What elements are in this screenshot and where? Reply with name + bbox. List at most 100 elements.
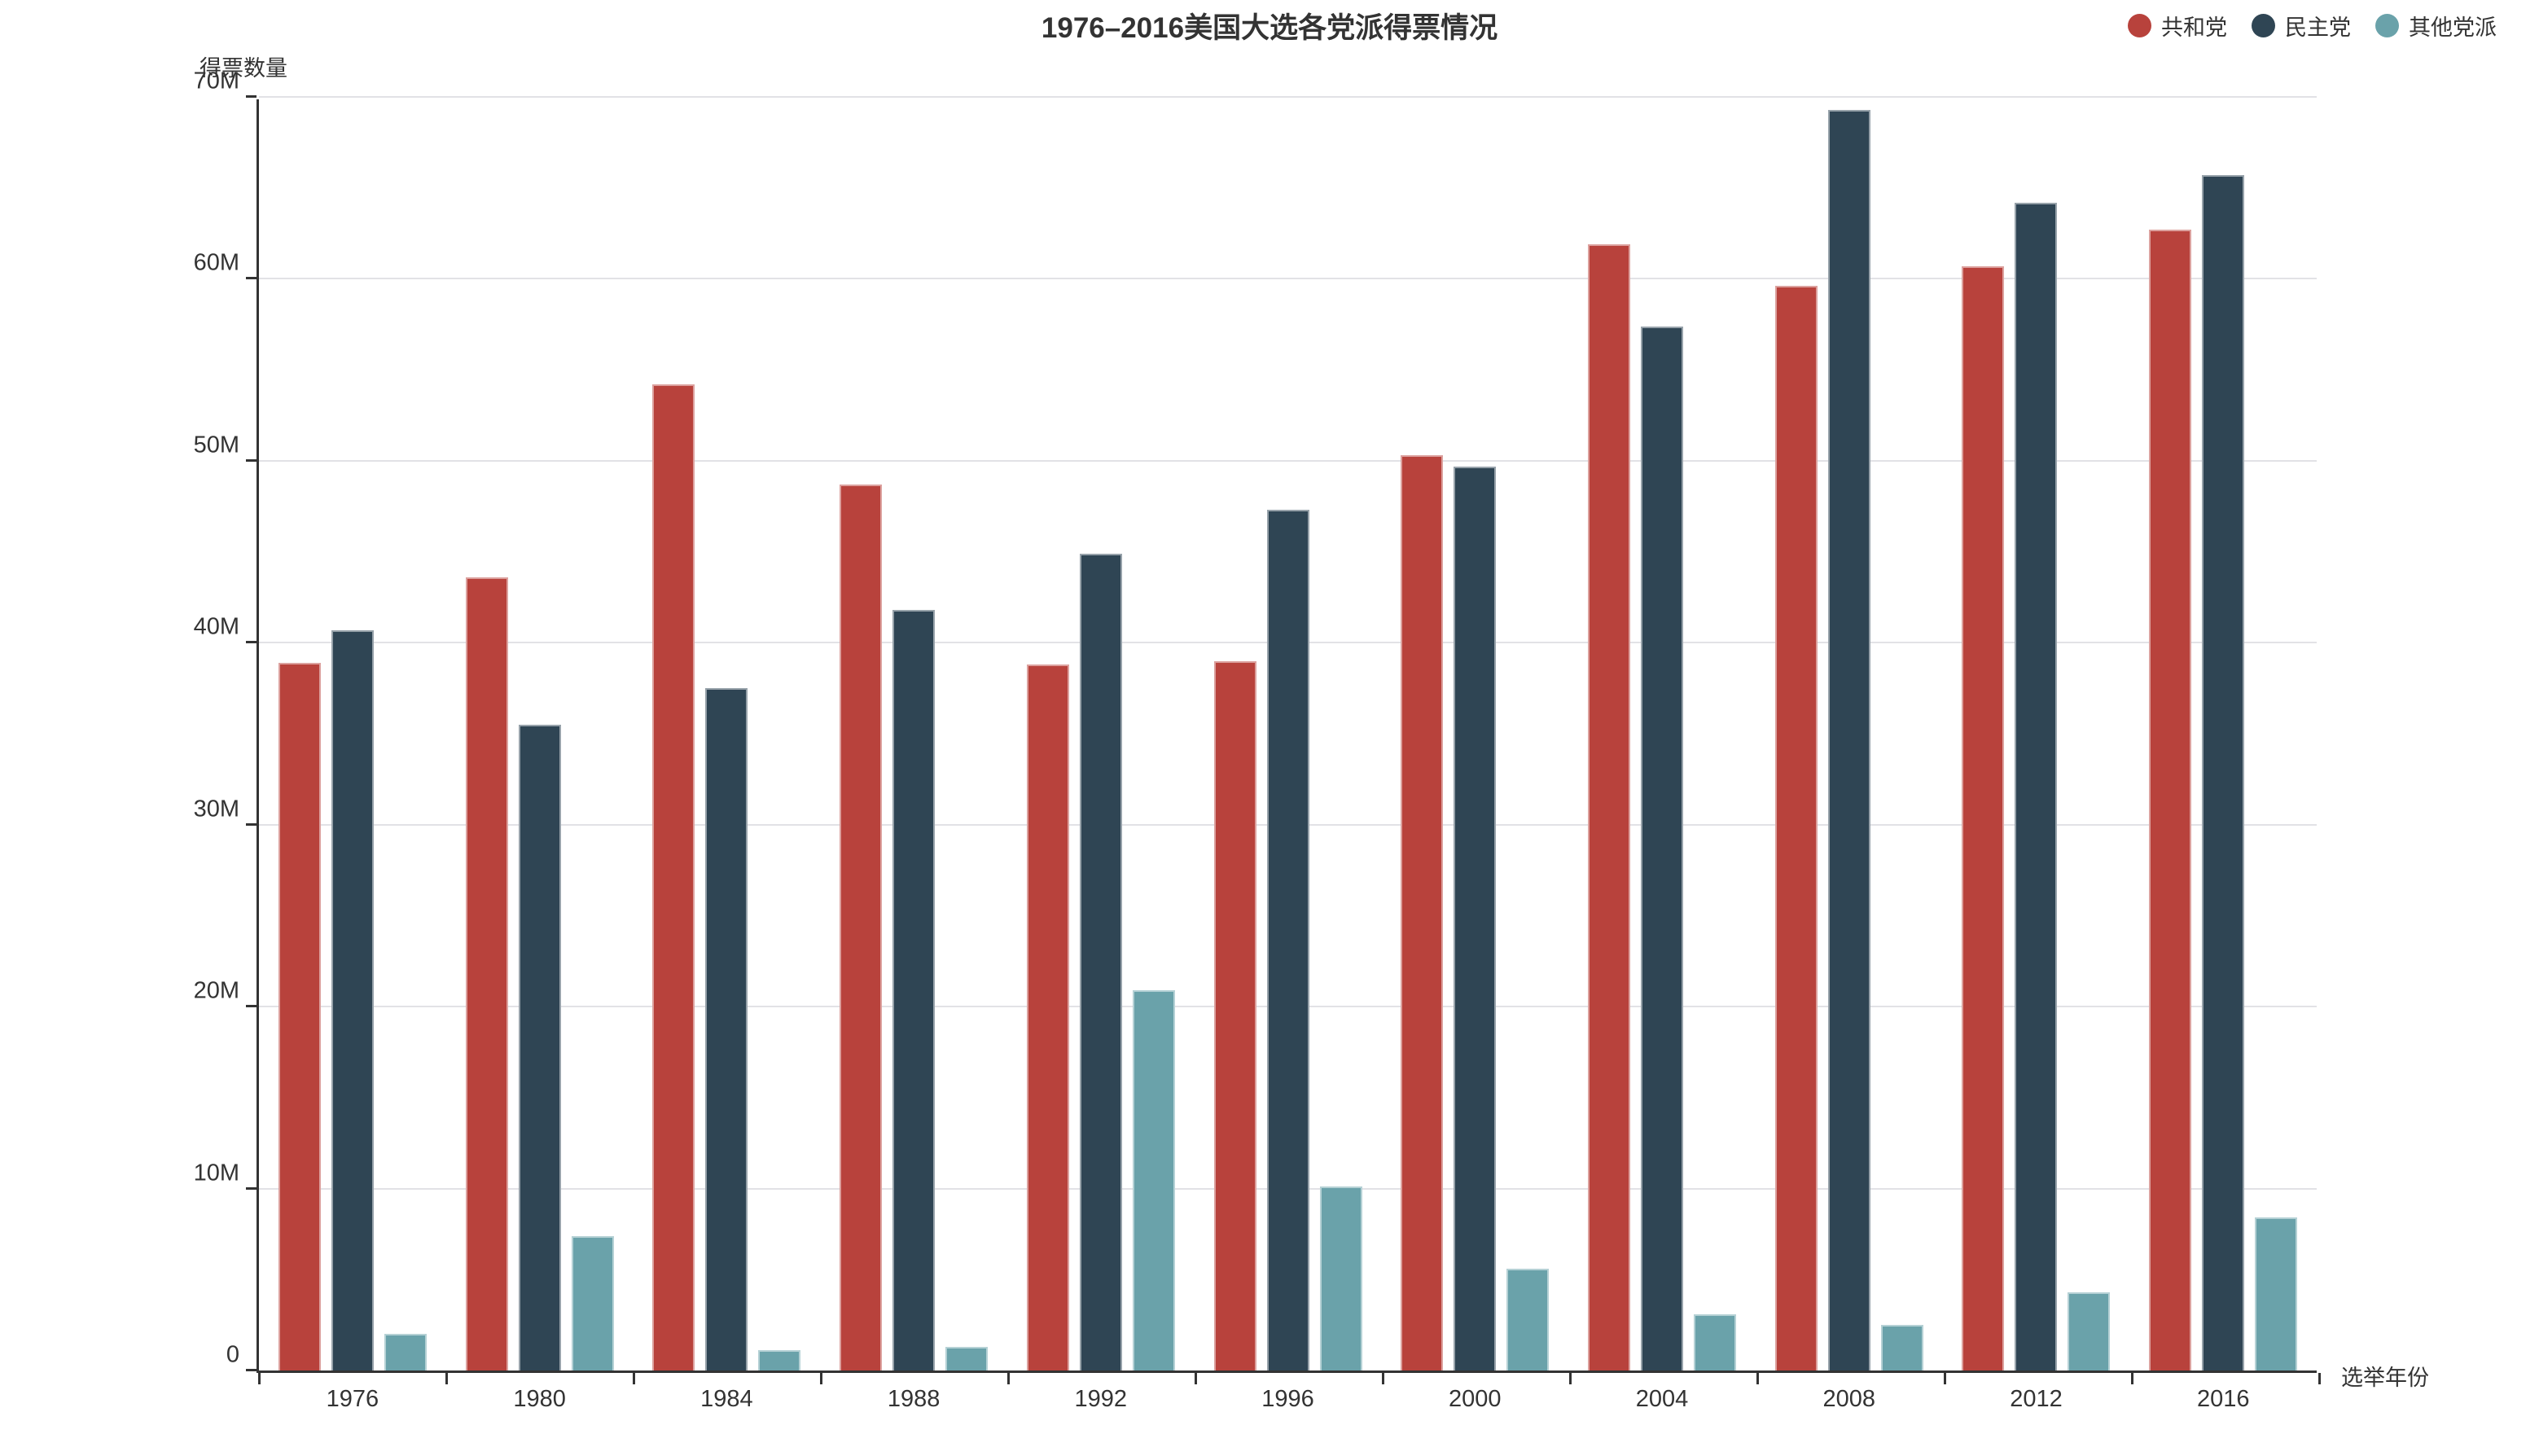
bar-共和党-1976[interactable] <box>278 662 321 1370</box>
bar-其他党派-2000[interactable] <box>1506 1268 1550 1370</box>
bar-其他党派-1980[interactable] <box>571 1235 614 1370</box>
bar-其他党派-1984[interactable] <box>758 1350 801 1370</box>
bar-民主党-1996[interactable] <box>1266 510 1309 1370</box>
bar-其他党派-1976[interactable] <box>384 1334 427 1370</box>
bar-民主党-2016[interactable] <box>2202 175 2245 1370</box>
plot-area: 0 10M 20M 30M 40M 50M 60M 70M 1976 1980 1984 1988 19… <box>194 68 2321 1412</box>
bar-共和党-2000[interactable] <box>1401 455 1444 1370</box>
bar-共和党-1980[interactable] <box>465 577 508 1370</box>
x-axis-tick <box>257 1373 261 1384</box>
bar-其他党派-1996[interactable] <box>1319 1186 1362 1370</box>
gridline-60m <box>259 278 2317 280</box>
legend-item-共和党[interactable]: 共和党 <box>2128 10 2227 42</box>
gridline-50m <box>259 459 2317 462</box>
x-axis-tick <box>2318 1373 2321 1384</box>
y-axis-label-20m: 20M <box>193 977 239 1004</box>
bar-民主党-1976[interactable] <box>331 629 374 1370</box>
y-axis-tick <box>246 822 257 826</box>
bar-其他党派-2016[interactable] <box>2255 1217 2298 1370</box>
bar-共和党-2016[interactable] <box>2149 230 2192 1370</box>
chart-title: 1976–2016美国大选各党派得票情况 <box>1041 12 1498 44</box>
bar-group-1996: 1996 <box>1195 99 1382 1412</box>
bar-共和党-2008[interactable] <box>1774 286 1818 1370</box>
bar-民主党-1980[interactable] <box>518 724 561 1370</box>
x-axis-tick <box>2130 1373 2133 1384</box>
x-axis-label-1976: 1976 <box>326 1386 379 1412</box>
bar-民主党-2012[interactable] <box>2015 202 2058 1370</box>
y-axis-label-0m: 0 <box>226 1341 239 1368</box>
y-axis-label-40m: 40M <box>193 613 239 640</box>
bar-group-1980: 1980 <box>446 99 634 1412</box>
x-axis-label-2012: 2012 <box>2010 1386 2063 1412</box>
x-axis-label-2000: 2000 <box>1449 1386 1502 1412</box>
bar-民主党-2004[interactable] <box>1641 326 1683 1370</box>
legend-label: 共和党 <box>2161 15 2227 40</box>
y-axis-tick <box>246 95 257 98</box>
x-axis-label-1996: 1996 <box>1261 1386 1314 1412</box>
y-axis-tick <box>246 458 257 462</box>
gridline-70m <box>259 96 2317 98</box>
bar-共和党-2004[interactable] <box>1588 243 1630 1370</box>
bar-group-2000: 2000 <box>1381 99 1568 1412</box>
bar-其他党派-1988[interactable] <box>945 1346 989 1370</box>
x-axis-tick <box>819 1373 822 1384</box>
bar-group-2008: 2008 <box>1756 99 1943 1412</box>
x-axis-tick <box>1756 1373 1759 1384</box>
x-axis-label-1984: 1984 <box>700 1386 753 1412</box>
y-axis-label-30m: 30M <box>193 796 239 822</box>
bar-共和党-2012[interactable] <box>1962 265 2005 1370</box>
y-axis-label-10m: 10M <box>193 1160 239 1186</box>
legend-swatch-icon <box>2128 14 2151 37</box>
bar-groups: 1976 1980 1984 1988 1992 1996 2000 2004 2008 2012… <box>259 99 2317 1412</box>
x-axis-title: 选举年份 <box>2341 1366 2429 1390</box>
y-axis-tick <box>246 1005 257 1008</box>
bar-共和党-1984[interactable] <box>652 384 695 1370</box>
bar-其他党派-2012[interactable] <box>2068 1292 2111 1370</box>
y-axis-label-70m: 70M <box>193 68 239 94</box>
bar-其他党派-2004[interactable] <box>1694 1313 1736 1370</box>
bar-其他党派-1992[interactable] <box>1132 990 1175 1370</box>
legend-label: 民主党 <box>2285 15 2351 40</box>
x-axis-tick <box>632 1373 635 1384</box>
bar-共和党-1996[interactable] <box>1213 660 1256 1370</box>
x-axis-label-2016: 2016 <box>2196 1386 2250 1412</box>
legend-item-民主党[interactable]: 民主党 <box>2252 10 2351 42</box>
bar-民主党-1984[interactable] <box>705 688 748 1370</box>
bar-group-2004: 2004 <box>1568 99 1756 1412</box>
y-axis-tick <box>246 1369 257 1371</box>
x-axis-label-1992: 1992 <box>1074 1386 1128 1412</box>
bar-group-1988: 1988 <box>820 99 1007 1412</box>
x-axis-tick <box>445 1373 448 1384</box>
bar-group-2016: 2016 <box>2129 99 2317 1412</box>
bar-group-2012: 2012 <box>1943 99 2130 1412</box>
y-axis-label-50m: 50M <box>193 432 239 458</box>
y-axis-tick <box>246 277 257 280</box>
legend: 共和党 民主党 其他党派 <box>2128 10 2497 42</box>
bar-民主党-2008[interactable] <box>1827 109 1870 1370</box>
bar-民主党-1992[interactable] <box>1079 553 1122 1370</box>
bar-group-1976: 1976 <box>259 99 446 1412</box>
bar-group-1992: 1992 <box>1007 99 1195 1412</box>
y-axis-title: 得票数量 <box>200 56 287 81</box>
legend-label: 其他党派 <box>2409 15 2497 40</box>
bar-民主党-1988[interactable] <box>892 610 936 1370</box>
bar-民主党-2000[interactable] <box>1454 466 1497 1370</box>
y-axis-label-60m: 60M <box>193 249 239 276</box>
bar-共和党-1988[interactable] <box>840 484 883 1370</box>
y-axis-tick <box>246 641 257 644</box>
legend-item-其他党派[interactable]: 其他党派 <box>2375 10 2497 42</box>
legend-swatch-icon <box>2375 14 2399 37</box>
bar-共和党-1992[interactable] <box>1026 664 1069 1370</box>
legend-swatch-icon <box>2252 14 2275 37</box>
x-axis-tick <box>1943 1373 1946 1384</box>
x-axis-label-2008: 2008 <box>1822 1386 1875 1412</box>
y-axis-tick <box>246 1186 257 1190</box>
x-axis-tick <box>1006 1373 1010 1384</box>
bar-group-1984: 1984 <box>633 99 820 1412</box>
x-axis-label-1980: 1980 <box>513 1386 566 1412</box>
x-axis-label-2004: 2004 <box>1635 1386 1689 1412</box>
x-axis-tick <box>1381 1373 1384 1384</box>
bar-其他党派-2008[interactable] <box>1880 1325 1923 1370</box>
x-axis-label-1988: 1988 <box>887 1386 941 1412</box>
